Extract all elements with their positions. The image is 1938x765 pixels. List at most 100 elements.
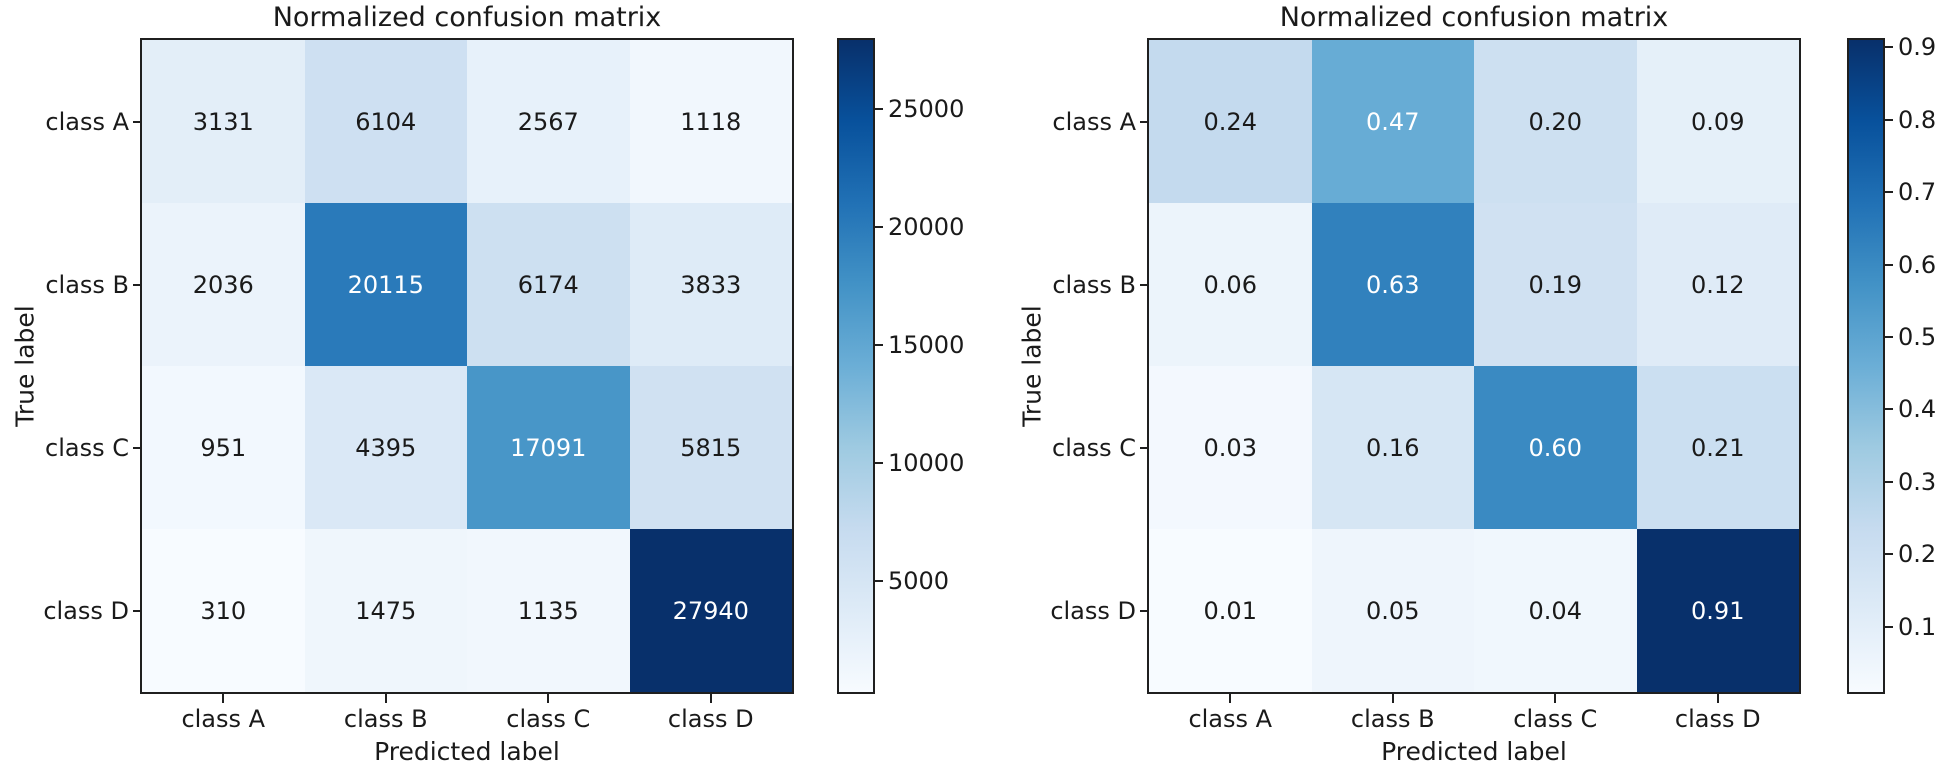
cell-value: 0.09 (1691, 107, 1745, 136)
cell-value: 20115 (347, 270, 424, 299)
heatmap-cell: 0.03 (1149, 366, 1312, 529)
cell-value: 1135 (517, 596, 579, 625)
y-tick-mark (1140, 446, 1149, 449)
cell-value: 27940 (672, 596, 749, 625)
cell-value: 2567 (517, 107, 579, 136)
cell-value: 0.21 (1691, 433, 1745, 462)
cell-value: 0.24 (1203, 107, 1257, 136)
colorbar-tick-label: 15000 (888, 331, 965, 360)
heatmap-cell: 3131 (142, 40, 305, 203)
cell-value: 2036 (192, 270, 254, 299)
cell-value: 1118 (680, 107, 742, 136)
colorbar-tick-mark (1885, 553, 1893, 556)
heatmap-cell: 2567 (467, 40, 630, 203)
chart-title: Normalized confusion matrix (1279, 2, 1669, 33)
cell-value: 0.12 (1691, 270, 1745, 299)
cell-value: 4395 (355, 433, 417, 462)
heatmap-cell: 0.47 (1311, 40, 1474, 203)
y-tick-label-class-C: class C (1052, 433, 1136, 462)
colorbar-tick-label: 0.1 (1898, 612, 1937, 641)
heatmap-cell: 6104 (304, 40, 467, 203)
colorbar-tick-label: 0.2 (1898, 540, 1937, 569)
colorbar-tick-mark (875, 462, 883, 465)
colorbar-tick-label: 0.5 (1898, 323, 1937, 352)
cell-value: 0.60 (1528, 433, 1582, 462)
colorbar-tick-label: 25000 (888, 95, 965, 124)
y-tick-mark (1140, 283, 1149, 286)
cell-value: 310 (200, 596, 247, 625)
colorbar-tick-label: 20000 (888, 213, 965, 242)
heatmap-cell: 3833 (629, 203, 792, 366)
heatmap-cell: 1135 (467, 529, 630, 692)
heatmap-cell: 0.20 (1474, 40, 1637, 203)
colorbar-tick-mark (1885, 625, 1893, 628)
colorbar-tick-label: 0.6 (1898, 250, 1937, 279)
cell-value: 0.01 (1203, 596, 1257, 625)
cell-value: 0.04 (1528, 596, 1582, 625)
x-tick-mark (709, 694, 712, 703)
y-axis-label: True label (10, 305, 40, 427)
heatmap-cell: 0.19 (1474, 203, 1637, 366)
cell-value: 1475 (355, 596, 417, 625)
colorbar-tick-label: 10000 (888, 449, 965, 478)
y-axis-label: True label (1017, 305, 1047, 427)
x-tick-label-class-B: class B (1350, 705, 1435, 733)
colorbar-tick-mark (1885, 46, 1893, 49)
colorbar-tick-mark (1885, 263, 1893, 266)
y-tick-mark (133, 120, 142, 123)
x-tick-mark (1716, 694, 1719, 703)
colorbar (837, 38, 875, 694)
colorbar-tick-label: 0.4 (1898, 395, 1937, 424)
heatmap-cell: 2036 (142, 203, 305, 366)
x-tick-mark (1554, 694, 1557, 703)
colorbar-tick-mark (1885, 480, 1893, 483)
colorbar (1847, 38, 1885, 694)
x-tick-mark (1229, 694, 1232, 703)
y-tick-mark (1140, 120, 1149, 123)
y-tick-label-class-D: class D (1050, 596, 1136, 625)
heatmap-plot: 0.24 0.47 0.20 0.09 0.06 0.63 0.19 0.12 0.03 0.16… (1147, 38, 1801, 694)
cell-value: 0.03 (1203, 433, 1257, 462)
x-axis-label: Predicted label (1381, 737, 1567, 765)
cell-value: 0.19 (1528, 270, 1582, 299)
cell-value: 951 (200, 433, 247, 462)
cell-value: 6174 (517, 270, 579, 299)
y-tick-label-class-D: class D (43, 596, 129, 625)
colorbar-tick-mark (1885, 408, 1893, 411)
heatmap-cell: 0.60 (1474, 366, 1637, 529)
colorbar-tick-mark (875, 580, 883, 583)
heatmap-cell: 6174 (467, 203, 630, 366)
cell-value: 6104 (355, 107, 417, 136)
cell-value: 0.16 (1366, 433, 1420, 462)
heatmap-cell: 0.04 (1474, 529, 1637, 692)
colorbar-tick-mark (1885, 191, 1893, 194)
heatmap-cell: 1118 (629, 40, 792, 203)
heatmap-plot: 3131 6104 2567 1118 2036 20115 6174 3833 951 4395… (140, 38, 794, 694)
x-tick-label-class-A: class A (181, 705, 266, 733)
x-tick-label-class-D: class D (1674, 705, 1761, 733)
x-tick-label-class-D: class D (667, 705, 754, 733)
x-axis-label: Predicted label (374, 737, 560, 765)
heatmap-cell: 951 (142, 366, 305, 529)
y-tick-mark (1140, 609, 1149, 612)
x-tick-mark (547, 694, 550, 703)
heatmap-cell: 0.21 (1636, 366, 1799, 529)
cell-value: 0.06 (1203, 270, 1257, 299)
colorbar-tick-mark (875, 344, 883, 347)
cell-value: 0.63 (1366, 270, 1420, 299)
cell-value: 0.20 (1528, 107, 1582, 136)
heatmap-cell: 0.05 (1311, 529, 1474, 692)
x-tick-label-class-B: class B (343, 705, 428, 733)
x-tick-mark (1391, 694, 1394, 703)
heatmap-cell: 1475 (304, 529, 467, 692)
colorbar-tick-mark (875, 108, 883, 111)
colorbar-tick-label: 5000 (888, 567, 950, 596)
colorbar-tick-mark (1885, 118, 1893, 121)
y-tick-mark (133, 609, 142, 612)
heatmap-cell: 0.09 (1636, 40, 1799, 203)
x-tick-label-class-C: class C (1513, 705, 1598, 733)
heatmap-cell: 0.16 (1311, 366, 1474, 529)
colorbar-tick-label: 0.9 (1898, 33, 1937, 62)
colorbar-tick-label: 0.3 (1898, 467, 1937, 496)
